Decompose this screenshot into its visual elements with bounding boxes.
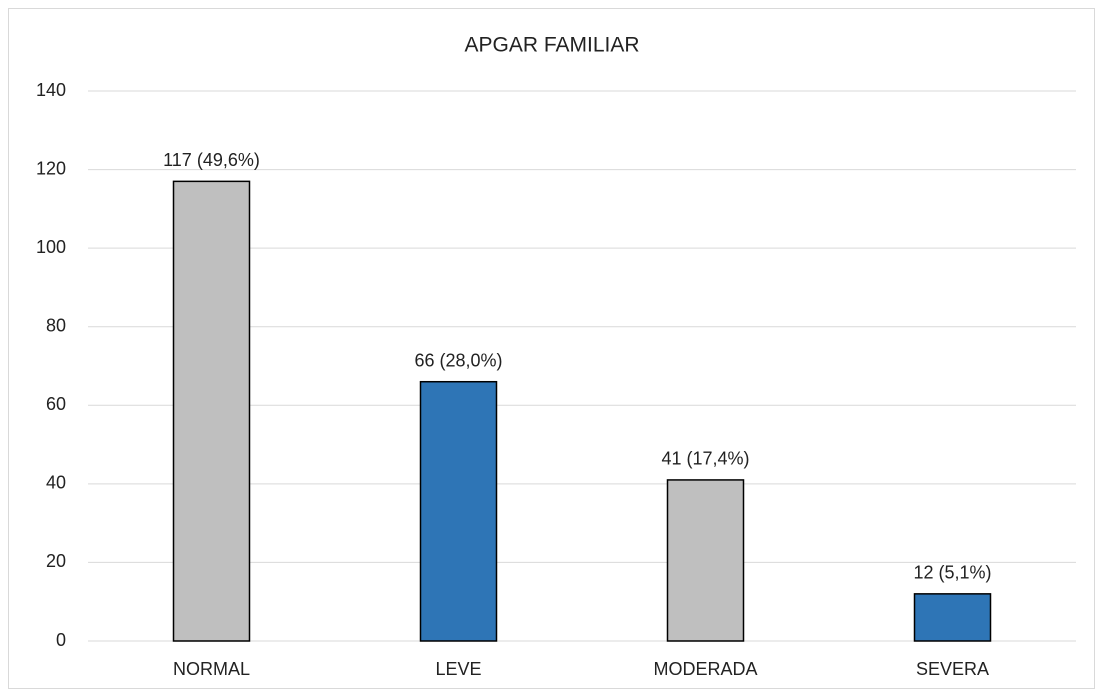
- data-label: 12 (5,1%): [913, 563, 991, 583]
- data-label: 66 (28,0%): [414, 350, 502, 370]
- chart-border: [8, 8, 1095, 689]
- y-tick-label: 0: [56, 630, 66, 650]
- y-tick-label: 140: [36, 80, 66, 100]
- bar: [666, 479, 745, 642]
- bar: [172, 180, 251, 642]
- y-tick-label: 60: [46, 394, 66, 414]
- bar: [419, 380, 498, 642]
- y-tick-label: 40: [46, 473, 66, 493]
- bar: [913, 593, 992, 642]
- chart-title: APGAR FAMILIAR: [464, 34, 639, 57]
- y-tick-label: 20: [46, 551, 66, 571]
- x-tick-label: MODERADA: [653, 659, 757, 679]
- data-label: 41 (17,4%): [661, 449, 749, 469]
- y-tick-label: 100: [36, 237, 66, 257]
- data-label: 117 (49,6%): [163, 150, 260, 170]
- x-tick-label: NORMAL: [173, 659, 250, 679]
- y-tick-label: 80: [46, 315, 66, 335]
- x-tick-label: SEVERA: [916, 659, 989, 679]
- y-tick-label: 120: [36, 158, 66, 178]
- x-tick-label: LEVE: [435, 659, 481, 679]
